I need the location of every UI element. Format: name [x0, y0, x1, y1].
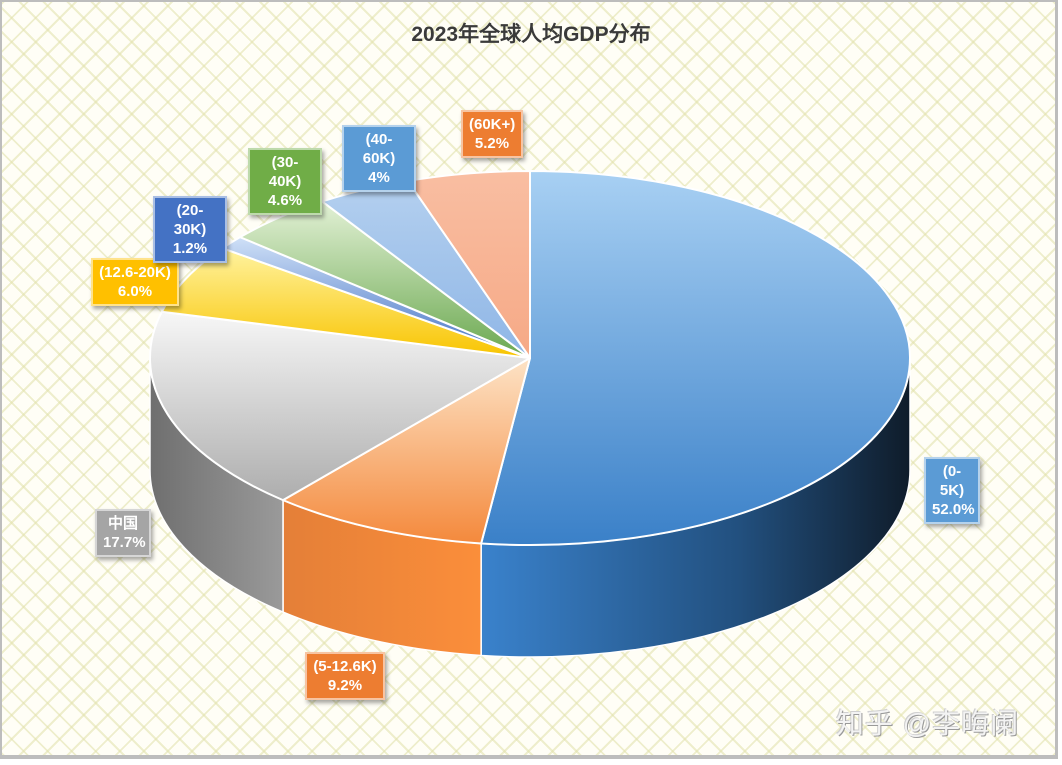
label-5-12-6k: (5-12.6K) 9.2%	[305, 652, 385, 700]
label-value: 4%	[368, 169, 390, 186]
pie-slice-0	[480, 170, 911, 546]
label-40-60k: (40-60K) 4%	[342, 125, 416, 192]
pie-slice-1	[282, 357, 531, 545]
label-30-40k: (30-40K) 4.6%	[248, 148, 322, 215]
label-value: 52.0%	[932, 501, 975, 518]
label-category: (0-5K)	[939, 463, 965, 499]
label-category: (20-30K)	[173, 202, 207, 238]
label-value: 9.2%	[327, 677, 363, 694]
watermark: 知乎 @李晦阑	[836, 708, 1020, 739]
label-20-30k: (20-30K) 1.2%	[153, 196, 227, 263]
label-value: 1.2%	[172, 240, 208, 257]
label-value: 5.2%	[474, 135, 510, 152]
label-category: (40-60K)	[362, 131, 396, 167]
chart-title: 2023年全球人均GDP分布	[411, 23, 651, 46]
label-china: 中国 17.7%	[95, 509, 151, 557]
label-0-5k: (0-5K) 52.0%	[924, 457, 980, 524]
label-category: (60K+)	[469, 116, 516, 133]
label-value: 6.0%	[117, 283, 153, 300]
label-value: 17.7%	[103, 534, 146, 551]
pie-slice-2	[149, 310, 531, 502]
label-value: 4.6%	[267, 192, 303, 209]
label-category: (12.6-20K)	[99, 264, 171, 281]
label-60k-plus: (60K+) 5.2%	[461, 110, 523, 158]
label-category: 中国	[107, 515, 138, 532]
pie-top	[149, 170, 911, 546]
label-category: (5-12.6K)	[313, 658, 377, 675]
label-category: (30-40K)	[268, 154, 302, 190]
label-12-6-20k: (12.6-20K) 6.0%	[91, 258, 179, 306]
